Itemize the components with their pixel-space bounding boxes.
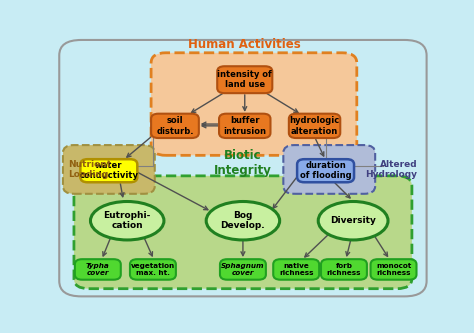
FancyBboxPatch shape [151, 114, 199, 138]
Text: Altered
Hydrology: Altered Hydrology [365, 160, 418, 179]
Text: Sphagnum
cover: Sphagnum cover [221, 263, 264, 276]
FancyBboxPatch shape [289, 114, 340, 138]
Text: Nutrient
Loading: Nutrient Loading [68, 160, 111, 179]
Text: water
conductivity: water conductivity [79, 161, 138, 180]
FancyBboxPatch shape [220, 259, 266, 280]
FancyBboxPatch shape [130, 259, 176, 280]
Text: Human Activities: Human Activities [188, 39, 301, 52]
Text: duration
of flooding: duration of flooding [300, 161, 351, 180]
Text: native
richness: native richness [279, 263, 313, 276]
Ellipse shape [91, 201, 164, 240]
Ellipse shape [318, 201, 388, 240]
Text: forb
richness: forb richness [327, 263, 361, 276]
FancyBboxPatch shape [219, 114, 271, 138]
FancyBboxPatch shape [283, 145, 375, 194]
Text: hydrologic
alteration: hydrologic alteration [290, 116, 340, 136]
Text: Eutrophi-
cation: Eutrophi- cation [103, 211, 151, 230]
Text: Biotic
Integrity: Biotic Integrity [214, 149, 272, 177]
FancyBboxPatch shape [63, 145, 155, 194]
FancyBboxPatch shape [81, 159, 137, 182]
Text: Typha
cover: Typha cover [86, 263, 109, 276]
FancyBboxPatch shape [321, 259, 367, 280]
Text: monocot
richness: monocot richness [376, 263, 411, 276]
Text: intensity of
land use: intensity of land use [218, 70, 272, 89]
Text: Bog
Develop.: Bog Develop. [220, 211, 265, 230]
FancyBboxPatch shape [75, 259, 121, 280]
FancyBboxPatch shape [371, 259, 417, 280]
FancyBboxPatch shape [273, 259, 319, 280]
Text: buffer
intrusion: buffer intrusion [223, 116, 266, 136]
FancyBboxPatch shape [151, 53, 357, 155]
FancyBboxPatch shape [217, 66, 272, 93]
FancyBboxPatch shape [297, 159, 354, 182]
Ellipse shape [206, 201, 280, 240]
Text: soil
disturb.: soil disturb. [156, 116, 194, 136]
Text: vegetation
max. ht.: vegetation max. ht. [131, 263, 175, 276]
FancyBboxPatch shape [74, 176, 412, 289]
FancyBboxPatch shape [59, 40, 427, 296]
Text: Diversity: Diversity [330, 216, 376, 225]
